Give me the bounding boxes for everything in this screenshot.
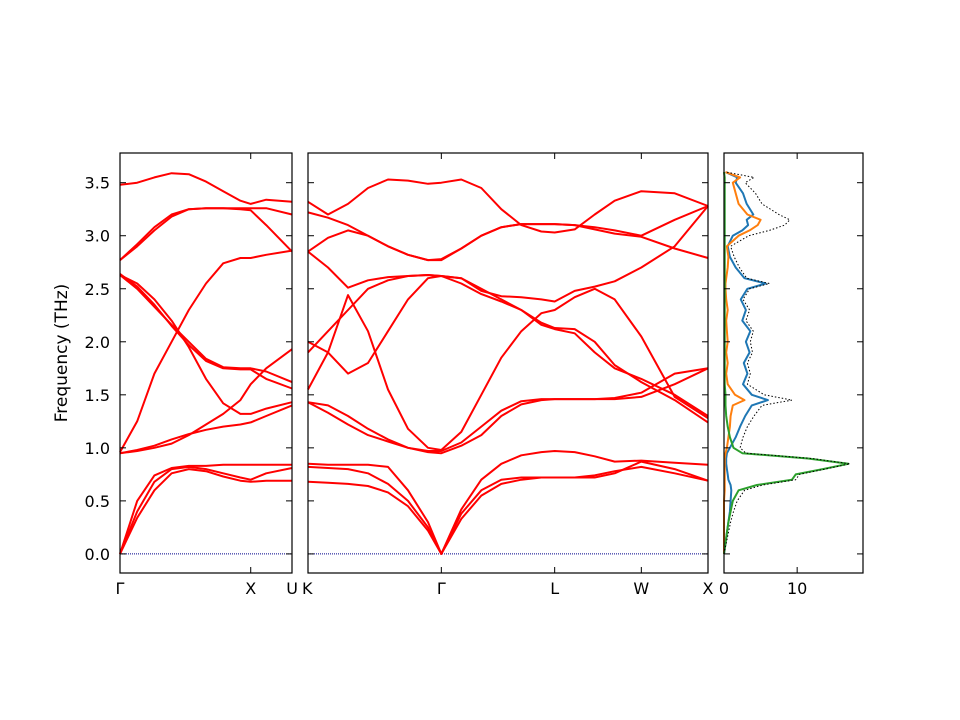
phonon-band-0-8	[119, 273, 293, 390]
phonon-band-0-6	[119, 274, 293, 415]
phonon-band-1-10	[307, 211, 709, 262]
dos-panel: 0 10	[719, 152, 864, 598]
x-tick-label-1-2: L	[550, 579, 559, 598]
x-tick-label-0-1: X	[245, 579, 256, 598]
phonon-band-1-11	[307, 178, 709, 234]
phonon-band-0-7	[119, 274, 293, 384]
y-tick-label-6: 3.0	[85, 227, 110, 246]
phonon-band-1-0	[307, 465, 709, 555]
dos-x-tick-label-1: 10	[787, 579, 807, 598]
phonon-band-1-8	[307, 205, 709, 303]
x-tick-label-0-0: Γ	[116, 579, 125, 598]
y-tick-label-1: 0.5	[85, 492, 110, 511]
x-tick-label-1-1: Γ	[437, 579, 446, 598]
phonon-band-1-4	[307, 367, 709, 452]
y-tick-label-7: 3.5	[85, 174, 110, 193]
phonon-band-1-5	[307, 287, 709, 451]
phonon-band-0-5	[119, 249, 293, 453]
panel-frame-0	[119, 152, 293, 574]
y-tick-label-2: 1.0	[85, 439, 110, 458]
y-tick-label-5: 2.5	[85, 280, 110, 299]
y-tick-label-4: 2.0	[85, 333, 110, 352]
dos-series-3	[723, 171, 851, 555]
y-tick-label-0: 0.0	[85, 545, 110, 564]
phonon-band-0-10	[119, 207, 293, 261]
dos-frame	[723, 152, 864, 574]
x-tick-label-0-2: U	[286, 579, 298, 598]
y-tick-label-3: 1.5	[85, 386, 110, 405]
phonon-band-0-1	[119, 465, 293, 555]
phonon-band-1-1	[307, 460, 709, 555]
phonon-band-0-0	[119, 468, 292, 555]
x-tick-label-1-4: X	[703, 579, 714, 598]
dos-series-0	[723, 171, 769, 555]
x-tick-label-1-3: W	[633, 579, 649, 598]
dos-series-2	[723, 171, 850, 555]
panel-frame-1	[307, 152, 709, 574]
band-panel-gamma-x-u: Γ X U 0.0 0.5 1.0 1.5 2.0 2.5 3.0 3.5	[85, 152, 298, 598]
phonon-band-0-11	[119, 172, 293, 205]
phonon-band-0-4	[119, 348, 293, 455]
x-tick-label-1-0: K	[302, 579, 313, 598]
phonon-band-1-2	[307, 450, 709, 555]
y-axis-label: Frequency (THz)	[52, 284, 72, 423]
phonon-band-0-3	[119, 404, 293, 455]
dos-series-1	[723, 171, 762, 554]
phonon-band-0-2	[119, 463, 292, 555]
dos-x-tick-label-0: 0	[719, 579, 729, 598]
phonon-band-1-7	[307, 275, 709, 417]
